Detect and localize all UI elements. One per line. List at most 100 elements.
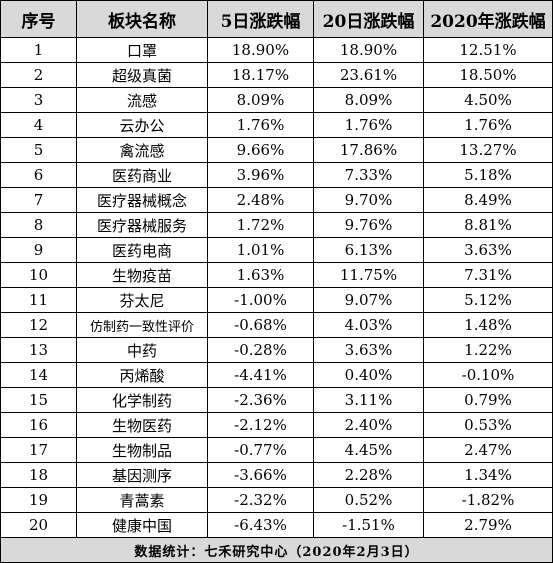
change-20day: 23.61% <box>313 62 424 88</box>
data-source-note: 数据统计：七禾研究中心（2020年2月3日） <box>0 537 553 563</box>
change-5day: 3.96% <box>207 162 314 188</box>
row-index: 14 <box>0 362 77 388</box>
row-index: 13 <box>0 337 77 363</box>
change-2020: 12.51% <box>423 37 553 63</box>
row-index: 17 <box>0 437 77 463</box>
sector-name: 健康中国 <box>76 512 208 538</box>
change-2020: 3.63% <box>423 237 553 263</box>
row-index: 2 <box>0 62 77 88</box>
sector-name: 医药商业 <box>76 162 208 188</box>
change-20day: 2.28% <box>313 462 424 488</box>
table-row: 11 芬太尼 -1.00% 9.07% 5.12% <box>0 287 553 313</box>
sector-name: 生物医药 <box>76 412 208 438</box>
sector-name: 禽流感 <box>76 137 208 163</box>
change-5day: -3.66% <box>207 462 314 488</box>
header-sector-name: 板块名称 <box>76 0 208 38</box>
change-5day: 1.72% <box>207 212 314 238</box>
row-index: 11 <box>0 287 77 313</box>
change-20day: 4.03% <box>313 312 424 338</box>
change-2020: 5.12% <box>423 287 553 313</box>
table-row: 8 医疗器械服务 1.72% 9.76% 8.81% <box>0 212 553 238</box>
row-index: 3 <box>0 87 77 113</box>
table-row: 15 化学制药 -2.36% 3.11% 0.79% <box>0 387 553 413</box>
table-row: 9 医药电商 1.01% 6.13% 3.63% <box>0 237 553 263</box>
change-5day: 18.17% <box>207 62 314 88</box>
sector-name: 中药 <box>76 337 208 363</box>
table-row: 14 丙烯酸 -4.41% 0.40% -0.10% <box>0 362 553 388</box>
change-5day: -0.28% <box>207 337 314 363</box>
change-20day: 9.70% <box>313 187 424 213</box>
row-index: 12 <box>0 312 77 338</box>
change-5day: -4.41% <box>207 362 314 388</box>
change-2020: 5.18% <box>423 162 553 188</box>
change-5day: 1.76% <box>207 112 314 138</box>
table-row: 12 仿制药一致性评价 -0.68% 4.03% 1.48% <box>0 312 553 338</box>
change-20day: 2.40% <box>313 412 424 438</box>
change-20day: 4.45% <box>313 437 424 463</box>
sector-name: 仿制药一致性评价 <box>76 312 208 338</box>
change-2020: 2.79% <box>423 512 553 538</box>
row-index: 4 <box>0 112 77 138</box>
table-row: 13 中药 -0.28% 3.63% 1.22% <box>0 337 553 363</box>
header-20day-change: 20日涨跌幅 <box>313 0 424 38</box>
change-2020: 8.49% <box>423 187 553 213</box>
table-row: 5 禽流感 9.66% 17.86% 13.27% <box>0 137 553 163</box>
sector-name: 青蒿素 <box>76 487 208 513</box>
sector-name: 生物疫苗 <box>76 262 208 288</box>
table-row: 3 流感 8.09% 8.09% 4.50% <box>0 87 553 113</box>
table-row: 20 健康中国 -6.43% -1.51% 2.79% <box>0 512 553 538</box>
sector-name: 芬太尼 <box>76 287 208 313</box>
row-index: 7 <box>0 187 77 213</box>
sector-name: 超级真菌 <box>76 62 208 88</box>
change-2020: 4.50% <box>423 87 553 113</box>
change-2020: 1.22% <box>423 337 553 363</box>
change-20day: 18.90% <box>313 37 424 63</box>
change-20day: 1.76% <box>313 112 424 138</box>
change-5day: -2.32% <box>207 487 314 513</box>
change-20day: 6.13% <box>313 237 424 263</box>
table-row: 4 云办公 1.76% 1.76% 1.76% <box>0 112 553 138</box>
table-body: 1 口罩 18.90% 18.90% 12.51% 2 超级真菌 18.17% 23.61% 18… <box>0 37 553 538</box>
change-5day: -1.00% <box>207 287 314 313</box>
row-index: 20 <box>0 512 77 538</box>
change-20day: 7.33% <box>313 162 424 188</box>
change-2020: 0.79% <box>423 387 553 413</box>
change-2020: 7.31% <box>423 262 553 288</box>
sector-name: 生物制品 <box>76 437 208 463</box>
change-20day: 0.40% <box>313 362 424 388</box>
header-index: 序号 <box>0 0 77 38</box>
change-5day: -6.43% <box>207 512 314 538</box>
table-row: 17 生物制品 -0.77% 4.45% 2.47% <box>0 437 553 463</box>
row-index: 8 <box>0 212 77 238</box>
change-20day: 0.52% <box>313 487 424 513</box>
sector-name: 医疗器械服务 <box>76 212 208 238</box>
change-2020: 13.27% <box>423 137 553 163</box>
footer-row: 数据统计：七禾研究中心（2020年2月3日） <box>0 537 553 563</box>
change-20day: 17.86% <box>313 137 424 163</box>
table-row: 19 青蒿素 -2.32% 0.52% -1.82% <box>0 487 553 513</box>
row-index: 9 <box>0 237 77 263</box>
change-5day: 9.66% <box>207 137 314 163</box>
row-index: 16 <box>0 412 77 438</box>
change-5day: -2.12% <box>207 412 314 438</box>
table-row: 2 超级真菌 18.17% 23.61% 18.50% <box>0 62 553 88</box>
change-20day: 9.07% <box>313 287 424 313</box>
row-index: 15 <box>0 387 77 413</box>
table-row: 7 医疗器械概念 2.48% 9.70% 8.49% <box>0 187 553 213</box>
change-2020: 2.47% <box>423 437 553 463</box>
row-index: 18 <box>0 462 77 488</box>
table-row: 1 口罩 18.90% 18.90% 12.51% <box>0 37 553 63</box>
table-row: 16 生物医药 -2.12% 2.40% 0.53% <box>0 412 553 438</box>
sector-name: 医药电商 <box>76 237 208 263</box>
sector-name: 口罩 <box>76 37 208 63</box>
change-20day: 8.09% <box>313 87 424 113</box>
change-2020: 1.34% <box>423 462 553 488</box>
change-2020: 1.48% <box>423 312 553 338</box>
change-5day: -2.36% <box>207 387 314 413</box>
change-20day: 11.75% <box>313 262 424 288</box>
change-2020: 8.81% <box>423 212 553 238</box>
change-5day: 1.63% <box>207 262 314 288</box>
change-5day: 18.90% <box>207 37 314 63</box>
header-2020-change: 2020年涨跌幅 <box>423 0 553 38</box>
table-row: 6 医药商业 3.96% 7.33% 5.18% <box>0 162 553 188</box>
